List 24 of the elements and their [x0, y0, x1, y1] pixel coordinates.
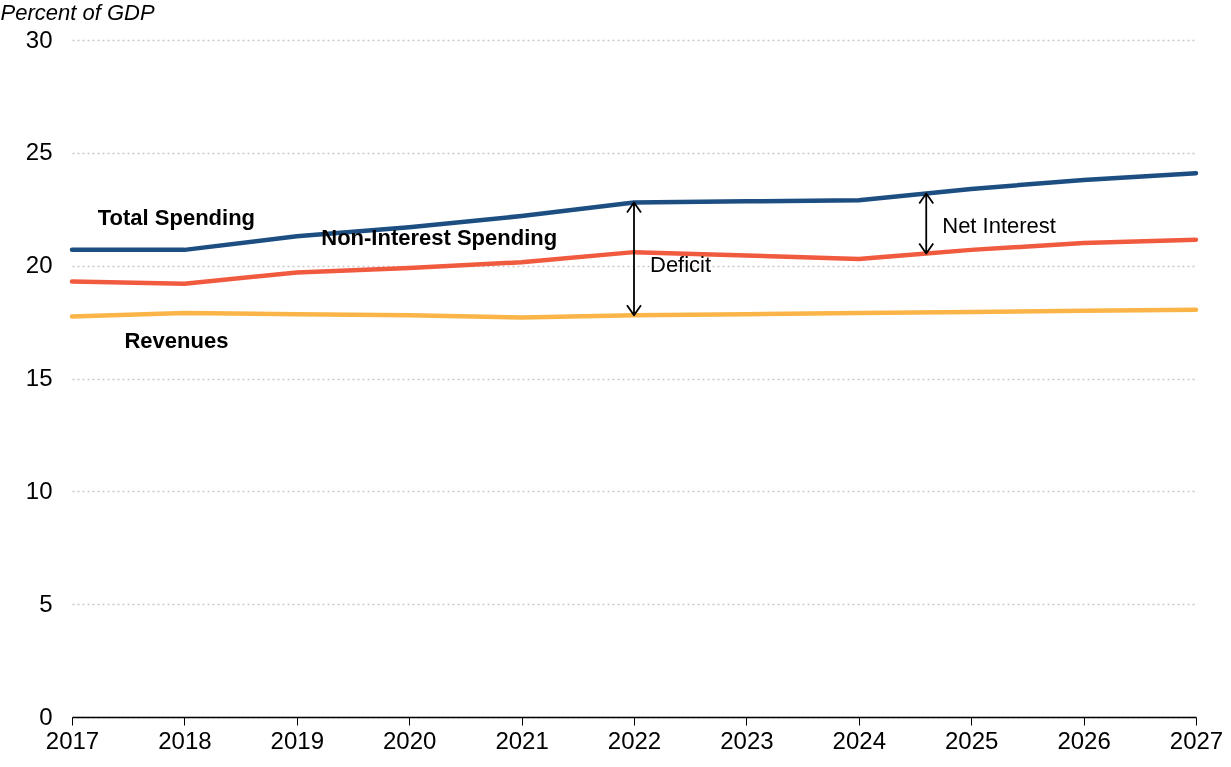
line-series: [69, 307, 1199, 320]
x-tick-label: 2019: [270, 726, 324, 754]
y-tick-label: 25: [25, 138, 53, 166]
x-tick-label: 2024: [832, 726, 886, 754]
x-tick-label: 2026: [1057, 726, 1111, 754]
y-tick-label: 15: [25, 364, 53, 391]
y-axis-title: Percent of GDP: [0, 0, 155, 25]
series-label: Revenues: [124, 328, 229, 354]
series-label: Non-Interest Spending: [321, 224, 558, 250]
y-tick-label: 30: [25, 25, 53, 53]
annotation: Net Interest: [942, 213, 1056, 239]
line-series: [69, 170, 1199, 253]
x-tick-label: 2025: [945, 726, 999, 754]
series-label: Total Spending: [97, 204, 256, 230]
y-tick-label: 20: [25, 251, 53, 279]
y-tick-label: 10: [25, 476, 53, 504]
y-tick-label: 5: [39, 589, 53, 617]
x-tick-label: 2020: [383, 726, 437, 754]
annotation: Deficit: [650, 251, 712, 277]
x-tick-label: 2021: [495, 726, 549, 754]
x-tick-label: 2018: [158, 726, 212, 754]
x-tick-label: 2022: [607, 726, 662, 754]
x-tick-label: 2027: [1169, 726, 1224, 754]
x-tick-label: 2023: [720, 726, 774, 754]
